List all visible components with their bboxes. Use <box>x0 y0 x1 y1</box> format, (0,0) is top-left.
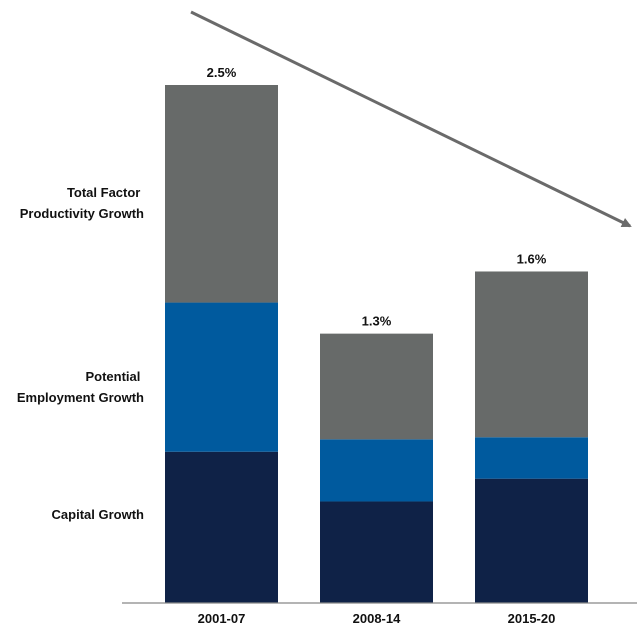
bar-2008-14-series-1 <box>320 439 433 502</box>
series-label-tfp: Total Factor Productivity Growth <box>20 185 144 221</box>
total-label-2015-20: 1.6% <box>517 251 547 266</box>
bar-2015-20-series-2 <box>475 271 588 438</box>
total-label-2008-14: 1.3% <box>362 314 392 329</box>
category-label-2015-20: 2015-20 <box>508 611 556 626</box>
series-label-tfp-line1: Total Factor <box>67 185 140 200</box>
series-label-capital: Capital Growth <box>52 507 145 522</box>
total-label-2001-07: 2.5% <box>207 65 237 80</box>
bar-2015-20-series-0 <box>475 478 588 603</box>
trend-arrow <box>190 10 632 228</box>
series-label-tfp-line2: Productivity Growth <box>20 206 144 221</box>
series-label-employment-line2: Employment Growth <box>17 390 144 405</box>
category-labels-group: 2001-07 2008-14 2015-20 <box>198 611 556 626</box>
bar-2001-07-series-2 <box>165 85 278 303</box>
category-label-2008-14: 2008-14 <box>353 611 401 626</box>
bar-2008-14-series-2 <box>320 333 433 440</box>
bar-2001-07-series-1 <box>165 302 278 452</box>
series-label-employment: Potential Employment Growth <box>17 369 144 405</box>
bar-2015-20-series-1 <box>475 437 588 479</box>
bar-2001-07-series-0 <box>165 451 278 603</box>
category-label-2001-07: 2001-07 <box>198 611 246 626</box>
total-labels-group: 2.5% 1.3% 1.6% <box>207 65 547 329</box>
series-label-employment-line1: Potential <box>85 369 140 384</box>
bars-group <box>165 85 588 603</box>
bar-2008-14-series-0 <box>320 501 433 603</box>
